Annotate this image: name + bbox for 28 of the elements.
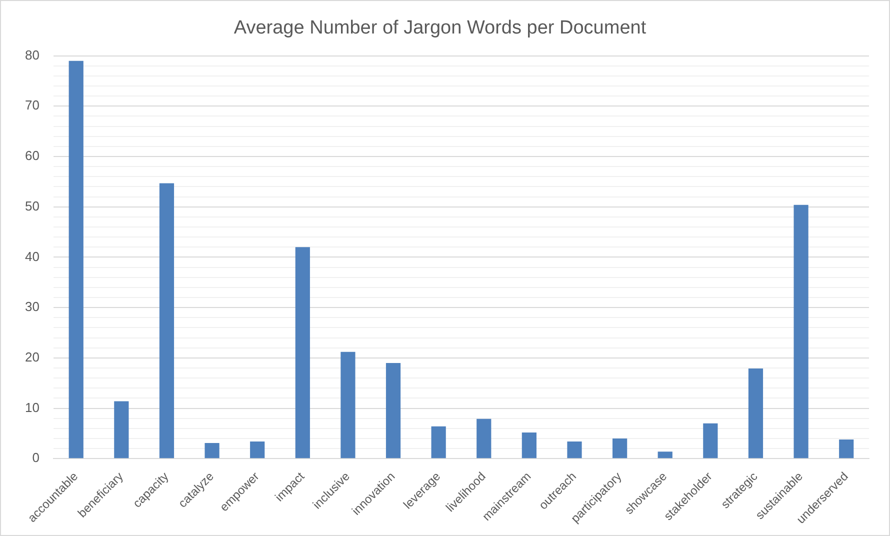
bar [431,426,446,458]
bar [340,352,356,458]
bar [839,440,854,458]
y-tick-label: 80 [24,47,40,62]
bar [567,442,582,458]
bar [748,368,764,458]
bar [794,204,808,458]
y-tick-label: 0 [32,450,40,466]
bar [658,452,672,458]
bar [114,401,129,458]
bar [476,418,492,458]
chart-title: Average Number of Jargon Words per Document [234,18,647,39]
y-tick-label: 20 [24,350,40,365]
bar [159,183,174,458]
bar [204,443,220,458]
y-tick-label: 50 [24,198,40,214]
y-tick-label: 30 [24,299,40,314]
bar [703,423,718,458]
y-tick-label: 70 [24,98,40,113]
bar [295,247,310,458]
y-tick-label: 10 [24,400,40,415]
bar [68,60,84,458]
bar [612,438,628,458]
bar [250,442,265,458]
y-tick-label: 40 [24,248,40,264]
bar [386,362,401,458]
bar [522,432,536,458]
y-tick-label: 60 [24,148,40,164]
